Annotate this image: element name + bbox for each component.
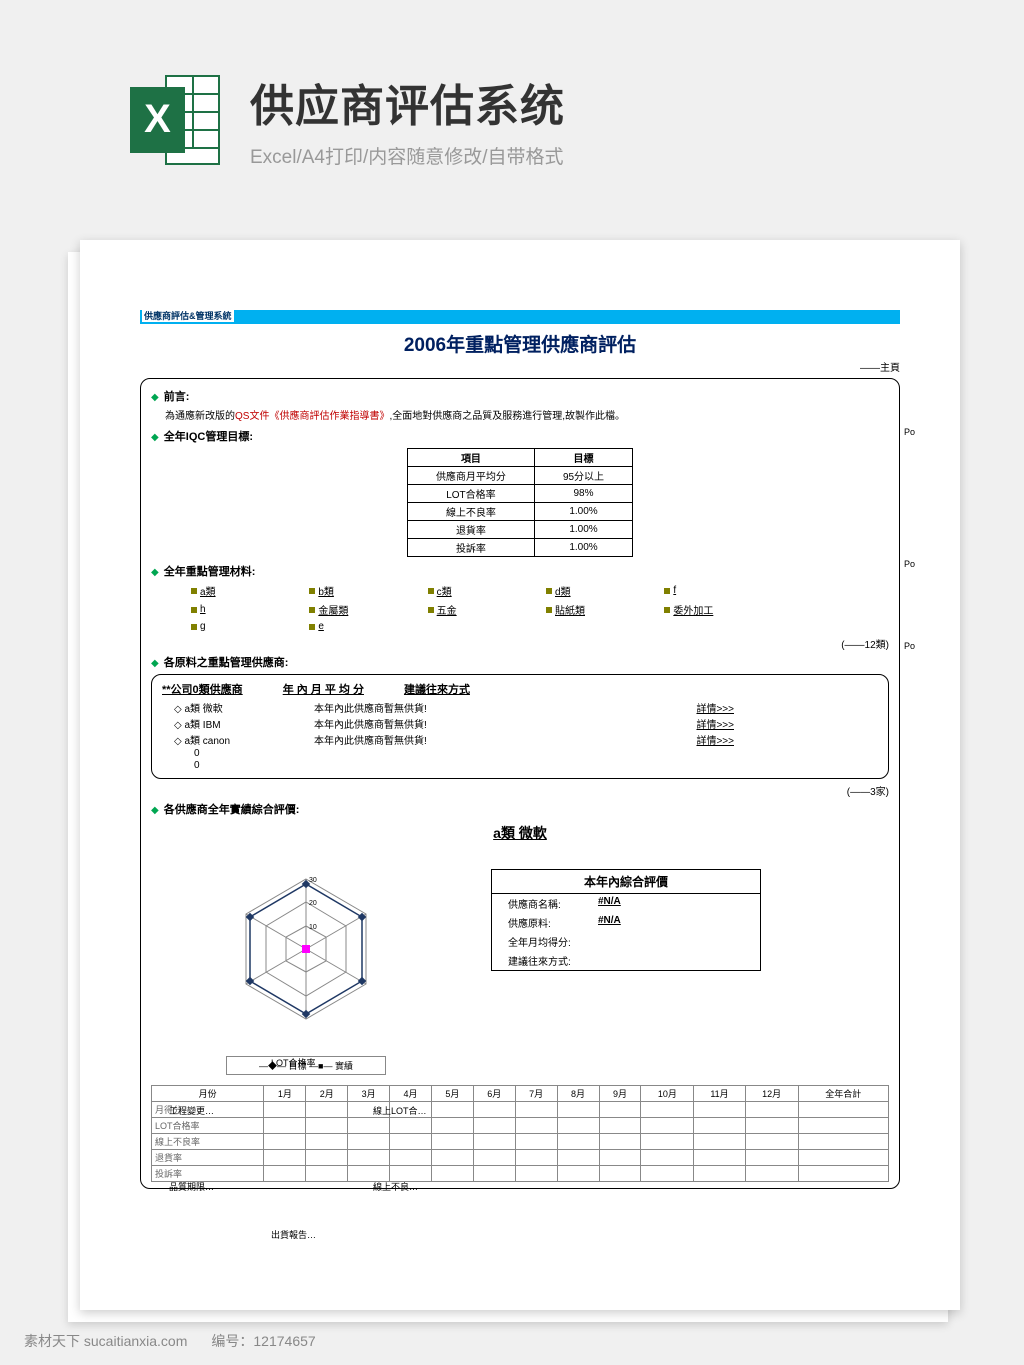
header-bar-label: 供應商評估&管理系統 bbox=[142, 309, 234, 322]
footer-site: 素材天下 sucaitianxia.com bbox=[24, 1331, 187, 1351]
side-mark: Po bbox=[904, 559, 915, 569]
eval-category: a類 微軟 bbox=[151, 823, 889, 843]
page-footer: 素材天下 sucaitianxia.com 编号：12174657 bbox=[24, 1331, 316, 1351]
excel-x-letter: X bbox=[130, 87, 185, 153]
template-header: X 供应商评估系统 Excel/A4打印/内容随意修改/自带格式 bbox=[0, 0, 1024, 169]
section-iqc-title: 全年IQC管理目標: bbox=[164, 431, 253, 443]
side-mark: Po bbox=[904, 427, 915, 437]
col-avg: 年 內 月 平 均 分 bbox=[283, 681, 364, 697]
section-intro-title: 前言: bbox=[164, 391, 190, 403]
home-link: ——主頁 bbox=[140, 359, 900, 374]
section-material-title: 全年重點管理材料: bbox=[164, 566, 256, 578]
page-subtitle: Excel/A4打印/内容随意修改/自带格式 bbox=[250, 142, 565, 169]
main-outline: ◆ 前言: 為通應新改版的QS文件《供應商評估作業指導書》,全面地對供應商之品質… bbox=[140, 378, 900, 1189]
svg-text:10: 10 bbox=[309, 924, 317, 931]
supplier-box: **公司0類供應商 年 內 月 平 均 分 建議往來方式 a類 微軟 本年內此供… bbox=[151, 674, 889, 779]
radar-chart: 10 20 30 LOT合格率 線上LOT合… 線上不良… 出貨報告… 品質期限… bbox=[151, 849, 461, 1075]
footer-id: 编号：12174657 bbox=[211, 1331, 315, 1351]
material-grid: a類 b類 c類 d類 f h 金屬類 五金 貼紙類 委外加工 g e bbox=[191, 583, 889, 632]
detail-link[interactable]: 詳情>>> bbox=[654, 716, 734, 731]
diamond-icon: ◆ bbox=[151, 658, 159, 669]
supplier-count: (——3家) bbox=[151, 783, 889, 798]
excel-icon: X bbox=[130, 75, 220, 165]
material-count: (——12類) bbox=[151, 636, 889, 651]
col-suggest: 建議往來方式 bbox=[404, 681, 470, 697]
col-company: **公司0類供應商 bbox=[162, 681, 243, 697]
detail-link[interactable]: 詳情>>> bbox=[654, 732, 734, 747]
goal-table: 項目目標 供應商月平均分95分以上 LOT合格率98% 線上不良率1.00% 退… bbox=[407, 448, 633, 557]
page-title: 供应商评估系统 bbox=[250, 70, 565, 134]
section-supplier-title: 各原料之重點管理供應商: bbox=[164, 657, 289, 669]
side-mark: Po bbox=[904, 641, 915, 651]
section-eval-title: 各供應商全年實績綜合評價: bbox=[164, 804, 300, 816]
diamond-icon: ◆ bbox=[151, 392, 159, 403]
document-preview: 供應商評估&管理系統 2006年重點管理供應商評估 ——主頁 ◆ 前言: 為通應… bbox=[80, 240, 960, 1310]
summary-table: 本年內綜合評價 供應商名稱:#N/A 供應原料:#N/A 全年月均得分: 建議往… bbox=[491, 869, 761, 971]
header-bar: 供應商評估&管理系統 bbox=[140, 310, 900, 324]
document-title: 2006年重點管理供應商評估 bbox=[140, 330, 900, 357]
diamond-icon: ◆ bbox=[151, 432, 159, 443]
intro-text: 為通應新改版的QS文件《供應商評估作業指導書》,全面地對供應商之品質及服務進行管… bbox=[165, 407, 889, 422]
svg-text:30: 30 bbox=[309, 877, 317, 884]
detail-link[interactable]: 詳情>>> bbox=[654, 700, 734, 715]
diamond-icon: ◆ bbox=[151, 805, 159, 816]
svg-text:20: 20 bbox=[309, 900, 317, 907]
diamond-icon: ◆ bbox=[151, 567, 159, 578]
